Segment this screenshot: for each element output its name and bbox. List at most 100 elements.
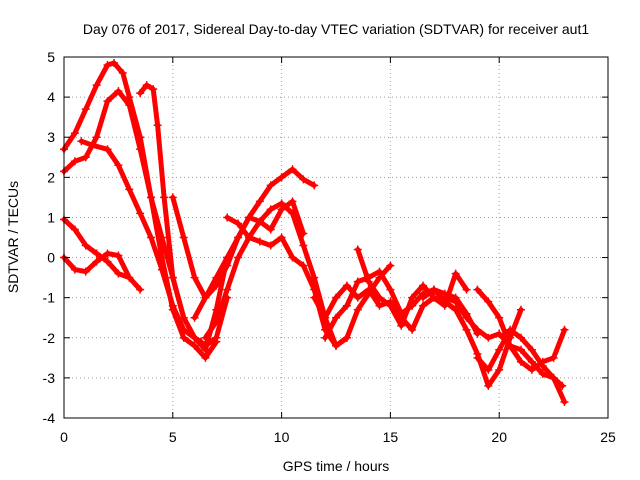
data-point — [223, 285, 232, 294]
data-point — [212, 317, 221, 326]
series-line — [192, 166, 317, 321]
data-point — [353, 277, 362, 286]
data-point — [506, 341, 515, 350]
data-point — [110, 59, 119, 68]
data-point — [147, 193, 156, 202]
data-point — [484, 333, 493, 342]
data-point — [473, 353, 482, 362]
data-point — [495, 345, 504, 354]
data-point — [179, 325, 188, 334]
data-point — [136, 89, 145, 98]
data-point — [484, 365, 493, 374]
data-point — [179, 233, 188, 242]
data-point — [70, 129, 79, 138]
data-point — [92, 133, 101, 142]
data-point — [310, 285, 319, 294]
data-point — [149, 85, 158, 94]
data-point — [77, 137, 86, 146]
data-point — [484, 381, 493, 390]
data-point — [147, 233, 156, 242]
data-series-track-16 — [473, 285, 569, 374]
x-tick-label: 10 — [274, 429, 290, 445]
data-point — [223, 213, 232, 222]
data-point — [125, 101, 134, 110]
data-point — [342, 301, 351, 310]
data-point — [125, 185, 134, 194]
data-point — [190, 341, 199, 350]
data-point — [81, 241, 90, 250]
data-point — [310, 273, 319, 282]
data-point — [527, 365, 536, 374]
x-tick-label: 0 — [60, 429, 68, 445]
data-point — [386, 301, 395, 310]
axis-ticks: 0 5 10 15 20 25 -4 -3 -2 -1 0 1 2 3 4 5 — [43, 49, 616, 445]
data-point — [179, 313, 188, 322]
series-line — [170, 194, 306, 301]
data-point — [223, 253, 232, 262]
data-point — [255, 217, 264, 226]
data-point — [103, 249, 112, 258]
data-point — [125, 273, 134, 282]
data-point — [310, 293, 319, 302]
data-series-track-4 — [136, 81, 206, 346]
data-point — [103, 61, 112, 70]
data-point — [70, 265, 79, 274]
data-point — [114, 251, 123, 260]
data-point — [353, 245, 362, 254]
data-point — [386, 285, 395, 294]
data-point — [255, 237, 264, 246]
data-point — [255, 197, 264, 206]
data-point — [299, 261, 308, 270]
y-tick-label: 4 — [47, 89, 55, 105]
data-point — [201, 341, 210, 350]
series-line — [355, 247, 470, 329]
y-tick-label: -1 — [43, 290, 56, 306]
data-point — [103, 145, 112, 154]
x-tick-label: 5 — [169, 429, 177, 445]
data-point — [549, 353, 558, 362]
data-point — [201, 333, 210, 342]
y-tick-label: 1 — [47, 209, 55, 225]
data-point — [179, 333, 188, 342]
x-tick-label: 20 — [491, 429, 507, 445]
y-tick-label: -4 — [43, 410, 56, 426]
data-point — [321, 333, 330, 342]
y-tick-label: 5 — [47, 49, 55, 65]
data-point — [190, 273, 199, 282]
series-line — [202, 200, 393, 349]
data-point — [342, 333, 351, 342]
data-point — [234, 253, 243, 262]
data-point — [234, 233, 243, 242]
data-point — [244, 213, 253, 222]
data-point — [190, 333, 199, 342]
data-point — [118, 69, 127, 78]
data-point — [386, 261, 395, 270]
data-point — [168, 301, 177, 310]
data-point — [197, 337, 206, 346]
data-point — [332, 293, 340, 302]
data-point — [81, 267, 90, 276]
data-point — [495, 365, 504, 374]
data-point — [375, 293, 384, 302]
data-series-layer — [60, 59, 569, 406]
data-point — [538, 369, 547, 378]
data-point — [114, 87, 123, 96]
data-point — [103, 257, 112, 266]
data-point — [136, 285, 145, 294]
data-point — [353, 305, 362, 314]
data-point — [277, 199, 286, 208]
data-point — [201, 353, 210, 362]
data-point — [321, 313, 330, 322]
data-point — [212, 273, 221, 282]
data-series-track-8 — [190, 165, 319, 322]
data-point — [288, 209, 297, 218]
series-line — [420, 287, 524, 389]
y-tick-label: -2 — [43, 330, 56, 346]
data-point — [516, 345, 525, 354]
data-point — [538, 361, 547, 370]
data-point — [408, 325, 417, 334]
data-point — [266, 181, 275, 190]
data-point — [429, 293, 438, 302]
data-point — [168, 273, 177, 282]
